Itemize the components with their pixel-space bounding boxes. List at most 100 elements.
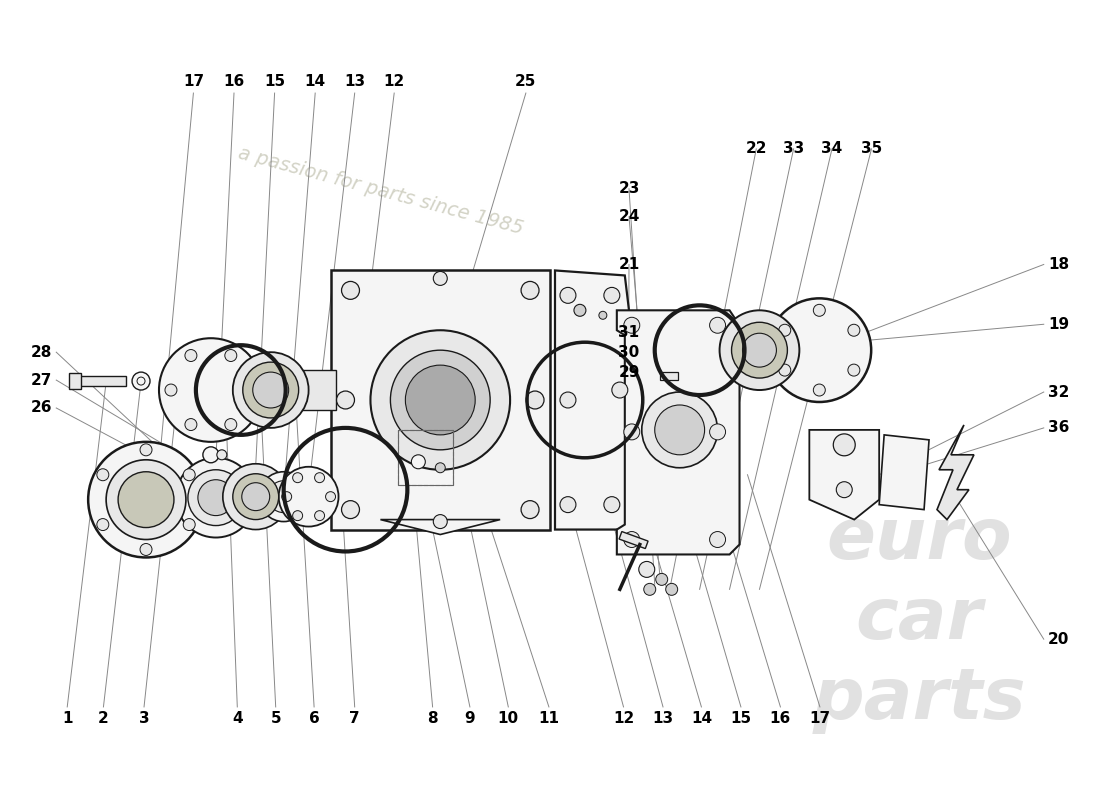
Text: 32: 32 bbox=[1048, 385, 1069, 399]
Polygon shape bbox=[617, 310, 739, 554]
Text: 35: 35 bbox=[861, 142, 882, 156]
Text: 15: 15 bbox=[730, 711, 751, 726]
Circle shape bbox=[224, 418, 236, 430]
Circle shape bbox=[185, 350, 197, 362]
Text: 22: 22 bbox=[746, 142, 767, 156]
Polygon shape bbox=[810, 430, 879, 519]
Bar bbox=[719, 330, 769, 370]
Circle shape bbox=[598, 311, 607, 319]
Circle shape bbox=[848, 324, 860, 336]
Circle shape bbox=[337, 391, 354, 409]
Text: 19: 19 bbox=[1048, 317, 1069, 332]
Bar bbox=[660, 372, 678, 380]
Circle shape bbox=[140, 444, 152, 456]
Circle shape bbox=[710, 531, 726, 547]
Text: 24: 24 bbox=[618, 209, 640, 224]
Circle shape bbox=[245, 384, 256, 396]
Text: 34: 34 bbox=[822, 142, 843, 156]
Text: 8: 8 bbox=[427, 711, 438, 726]
Text: 1: 1 bbox=[62, 711, 73, 726]
Circle shape bbox=[242, 482, 270, 510]
Bar bbox=[271, 370, 336, 410]
Bar bbox=[619, 531, 648, 549]
Text: 28: 28 bbox=[31, 345, 52, 360]
Circle shape bbox=[258, 472, 309, 522]
Circle shape bbox=[118, 472, 174, 527]
Text: 27: 27 bbox=[31, 373, 52, 387]
Polygon shape bbox=[556, 270, 640, 530]
Circle shape bbox=[779, 364, 791, 376]
Circle shape bbox=[834, 434, 855, 456]
Circle shape bbox=[604, 287, 619, 303]
Text: euro
car
parts: euro car parts bbox=[812, 505, 1026, 734]
Text: 30: 30 bbox=[618, 345, 639, 360]
Circle shape bbox=[224, 350, 236, 362]
Bar bbox=[331, 270, 550, 530]
Text: 3: 3 bbox=[139, 711, 150, 726]
Circle shape bbox=[315, 473, 324, 482]
Circle shape bbox=[411, 455, 426, 469]
Circle shape bbox=[710, 318, 726, 334]
Circle shape bbox=[436, 462, 446, 473]
Text: 12: 12 bbox=[613, 711, 634, 726]
Text: 33: 33 bbox=[783, 142, 804, 156]
Text: 26: 26 bbox=[31, 401, 52, 415]
Circle shape bbox=[267, 481, 299, 513]
Circle shape bbox=[710, 424, 726, 440]
Circle shape bbox=[666, 583, 678, 595]
Circle shape bbox=[521, 282, 539, 299]
Text: 18: 18 bbox=[1048, 257, 1069, 272]
Text: 20: 20 bbox=[1048, 632, 1069, 646]
Circle shape bbox=[813, 304, 825, 316]
Circle shape bbox=[521, 501, 539, 518]
Text: 14: 14 bbox=[691, 711, 712, 726]
Polygon shape bbox=[937, 425, 974, 519]
Circle shape bbox=[644, 583, 656, 595]
Polygon shape bbox=[381, 519, 500, 534]
Bar bbox=[398, 430, 453, 485]
Text: 17: 17 bbox=[183, 74, 204, 89]
Circle shape bbox=[371, 330, 510, 470]
Text: 7: 7 bbox=[350, 711, 360, 726]
Circle shape bbox=[176, 458, 255, 538]
Text: 12: 12 bbox=[384, 74, 405, 89]
Circle shape bbox=[612, 382, 628, 398]
Circle shape bbox=[315, 510, 324, 521]
Circle shape bbox=[624, 318, 640, 334]
Text: a passion for parts since 1985: a passion for parts since 1985 bbox=[235, 143, 525, 238]
Circle shape bbox=[836, 482, 852, 498]
Circle shape bbox=[233, 474, 278, 519]
Text: 17: 17 bbox=[810, 711, 830, 726]
Circle shape bbox=[202, 447, 219, 462]
Text: 9: 9 bbox=[464, 711, 475, 726]
Circle shape bbox=[742, 334, 777, 367]
Text: 4: 4 bbox=[232, 711, 243, 726]
Bar bbox=[72, 376, 126, 386]
Text: 16: 16 bbox=[770, 711, 791, 726]
Circle shape bbox=[719, 310, 800, 390]
Circle shape bbox=[390, 350, 491, 450]
Text: 13: 13 bbox=[652, 711, 673, 726]
Circle shape bbox=[106, 460, 186, 539]
Circle shape bbox=[184, 469, 195, 481]
Text: 5: 5 bbox=[271, 711, 281, 726]
Circle shape bbox=[165, 384, 177, 396]
Circle shape bbox=[97, 469, 109, 481]
Text: 10: 10 bbox=[497, 711, 519, 726]
Circle shape bbox=[253, 372, 288, 408]
Circle shape bbox=[293, 473, 303, 482]
Circle shape bbox=[641, 392, 717, 468]
Circle shape bbox=[624, 424, 640, 440]
Circle shape bbox=[282, 492, 292, 502]
Polygon shape bbox=[879, 435, 930, 510]
Circle shape bbox=[560, 287, 576, 303]
Circle shape bbox=[160, 338, 263, 442]
Text: 29: 29 bbox=[618, 365, 640, 379]
Circle shape bbox=[293, 510, 303, 521]
Text: 6: 6 bbox=[309, 711, 319, 726]
Circle shape bbox=[88, 442, 204, 558]
Circle shape bbox=[140, 543, 152, 555]
Circle shape bbox=[574, 304, 586, 316]
Text: 11: 11 bbox=[538, 711, 560, 726]
Circle shape bbox=[560, 497, 576, 513]
